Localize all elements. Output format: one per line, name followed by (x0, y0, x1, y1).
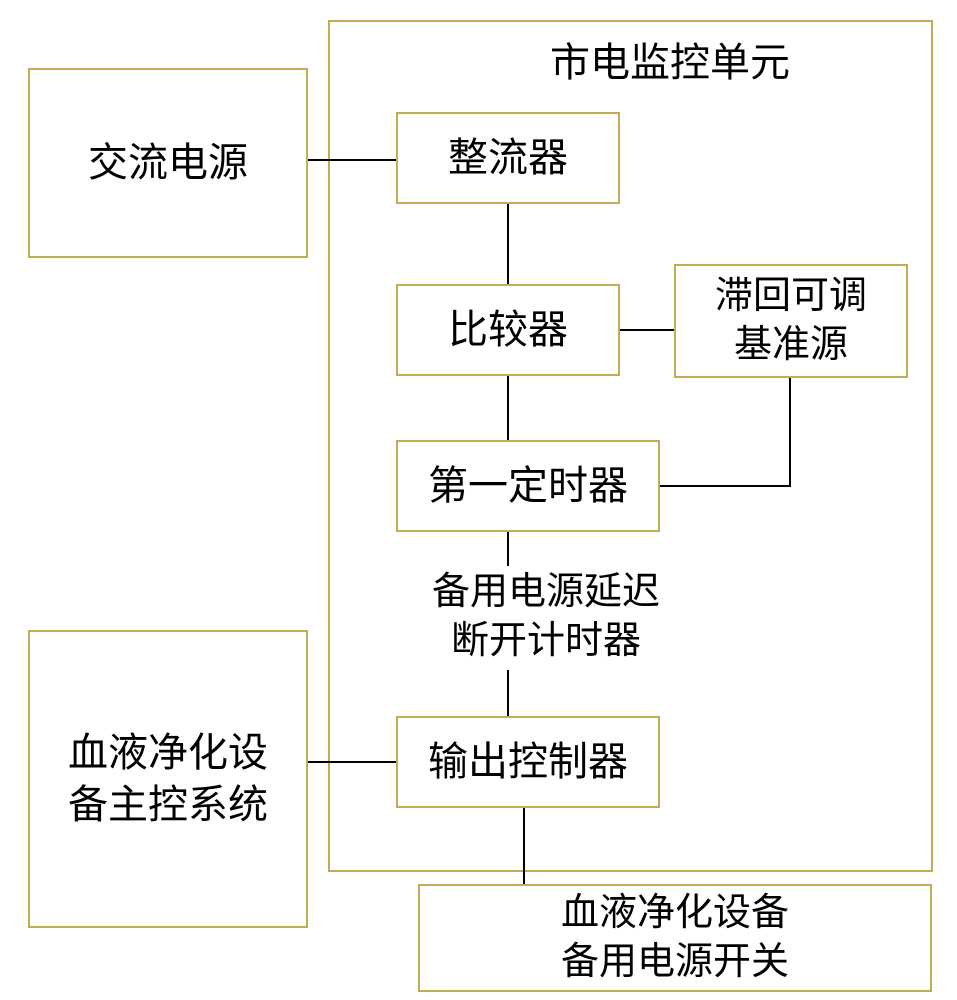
delay-timer-label: 备用电源延迟 断开计时器 (396, 568, 696, 667)
output-controller-box: 输出控制器 (396, 716, 660, 808)
timer1-box: 第一定时器 (396, 440, 660, 532)
rectifier-box: 整流器 (396, 112, 620, 204)
comparator-box: 比较器 (396, 284, 620, 376)
ac-power-box: 交流电源 (28, 68, 308, 258)
backup-switch-box: 血液净化设备 备用电源开关 (418, 884, 932, 992)
main-control-box: 血液净化设 备主控系统 (28, 630, 308, 928)
backup-switch-label: 血液净化设备 备用电源开关 (561, 889, 789, 988)
rectifier-label: 整流器 (448, 132, 568, 184)
main-control-label: 血液净化设 备主控系统 (68, 727, 268, 831)
monitor-unit-title: 市电监控单元 (470, 30, 870, 88)
timer1-label: 第一定时器 (428, 460, 628, 512)
comparator-label: 比较器 (448, 304, 568, 356)
diagram-canvas: 市电监控单元 交流电源 整流器 比较器 滞回可调 基准源 第一定时器 备用电源延… (0, 0, 957, 1000)
ac-power-label: 交流电源 (88, 137, 248, 189)
hysteresis-label: 滞回可调 基准源 (715, 272, 867, 371)
output-controller-label: 输出控制器 (428, 736, 628, 788)
hysteresis-box: 滞回可调 基准源 (674, 264, 908, 378)
